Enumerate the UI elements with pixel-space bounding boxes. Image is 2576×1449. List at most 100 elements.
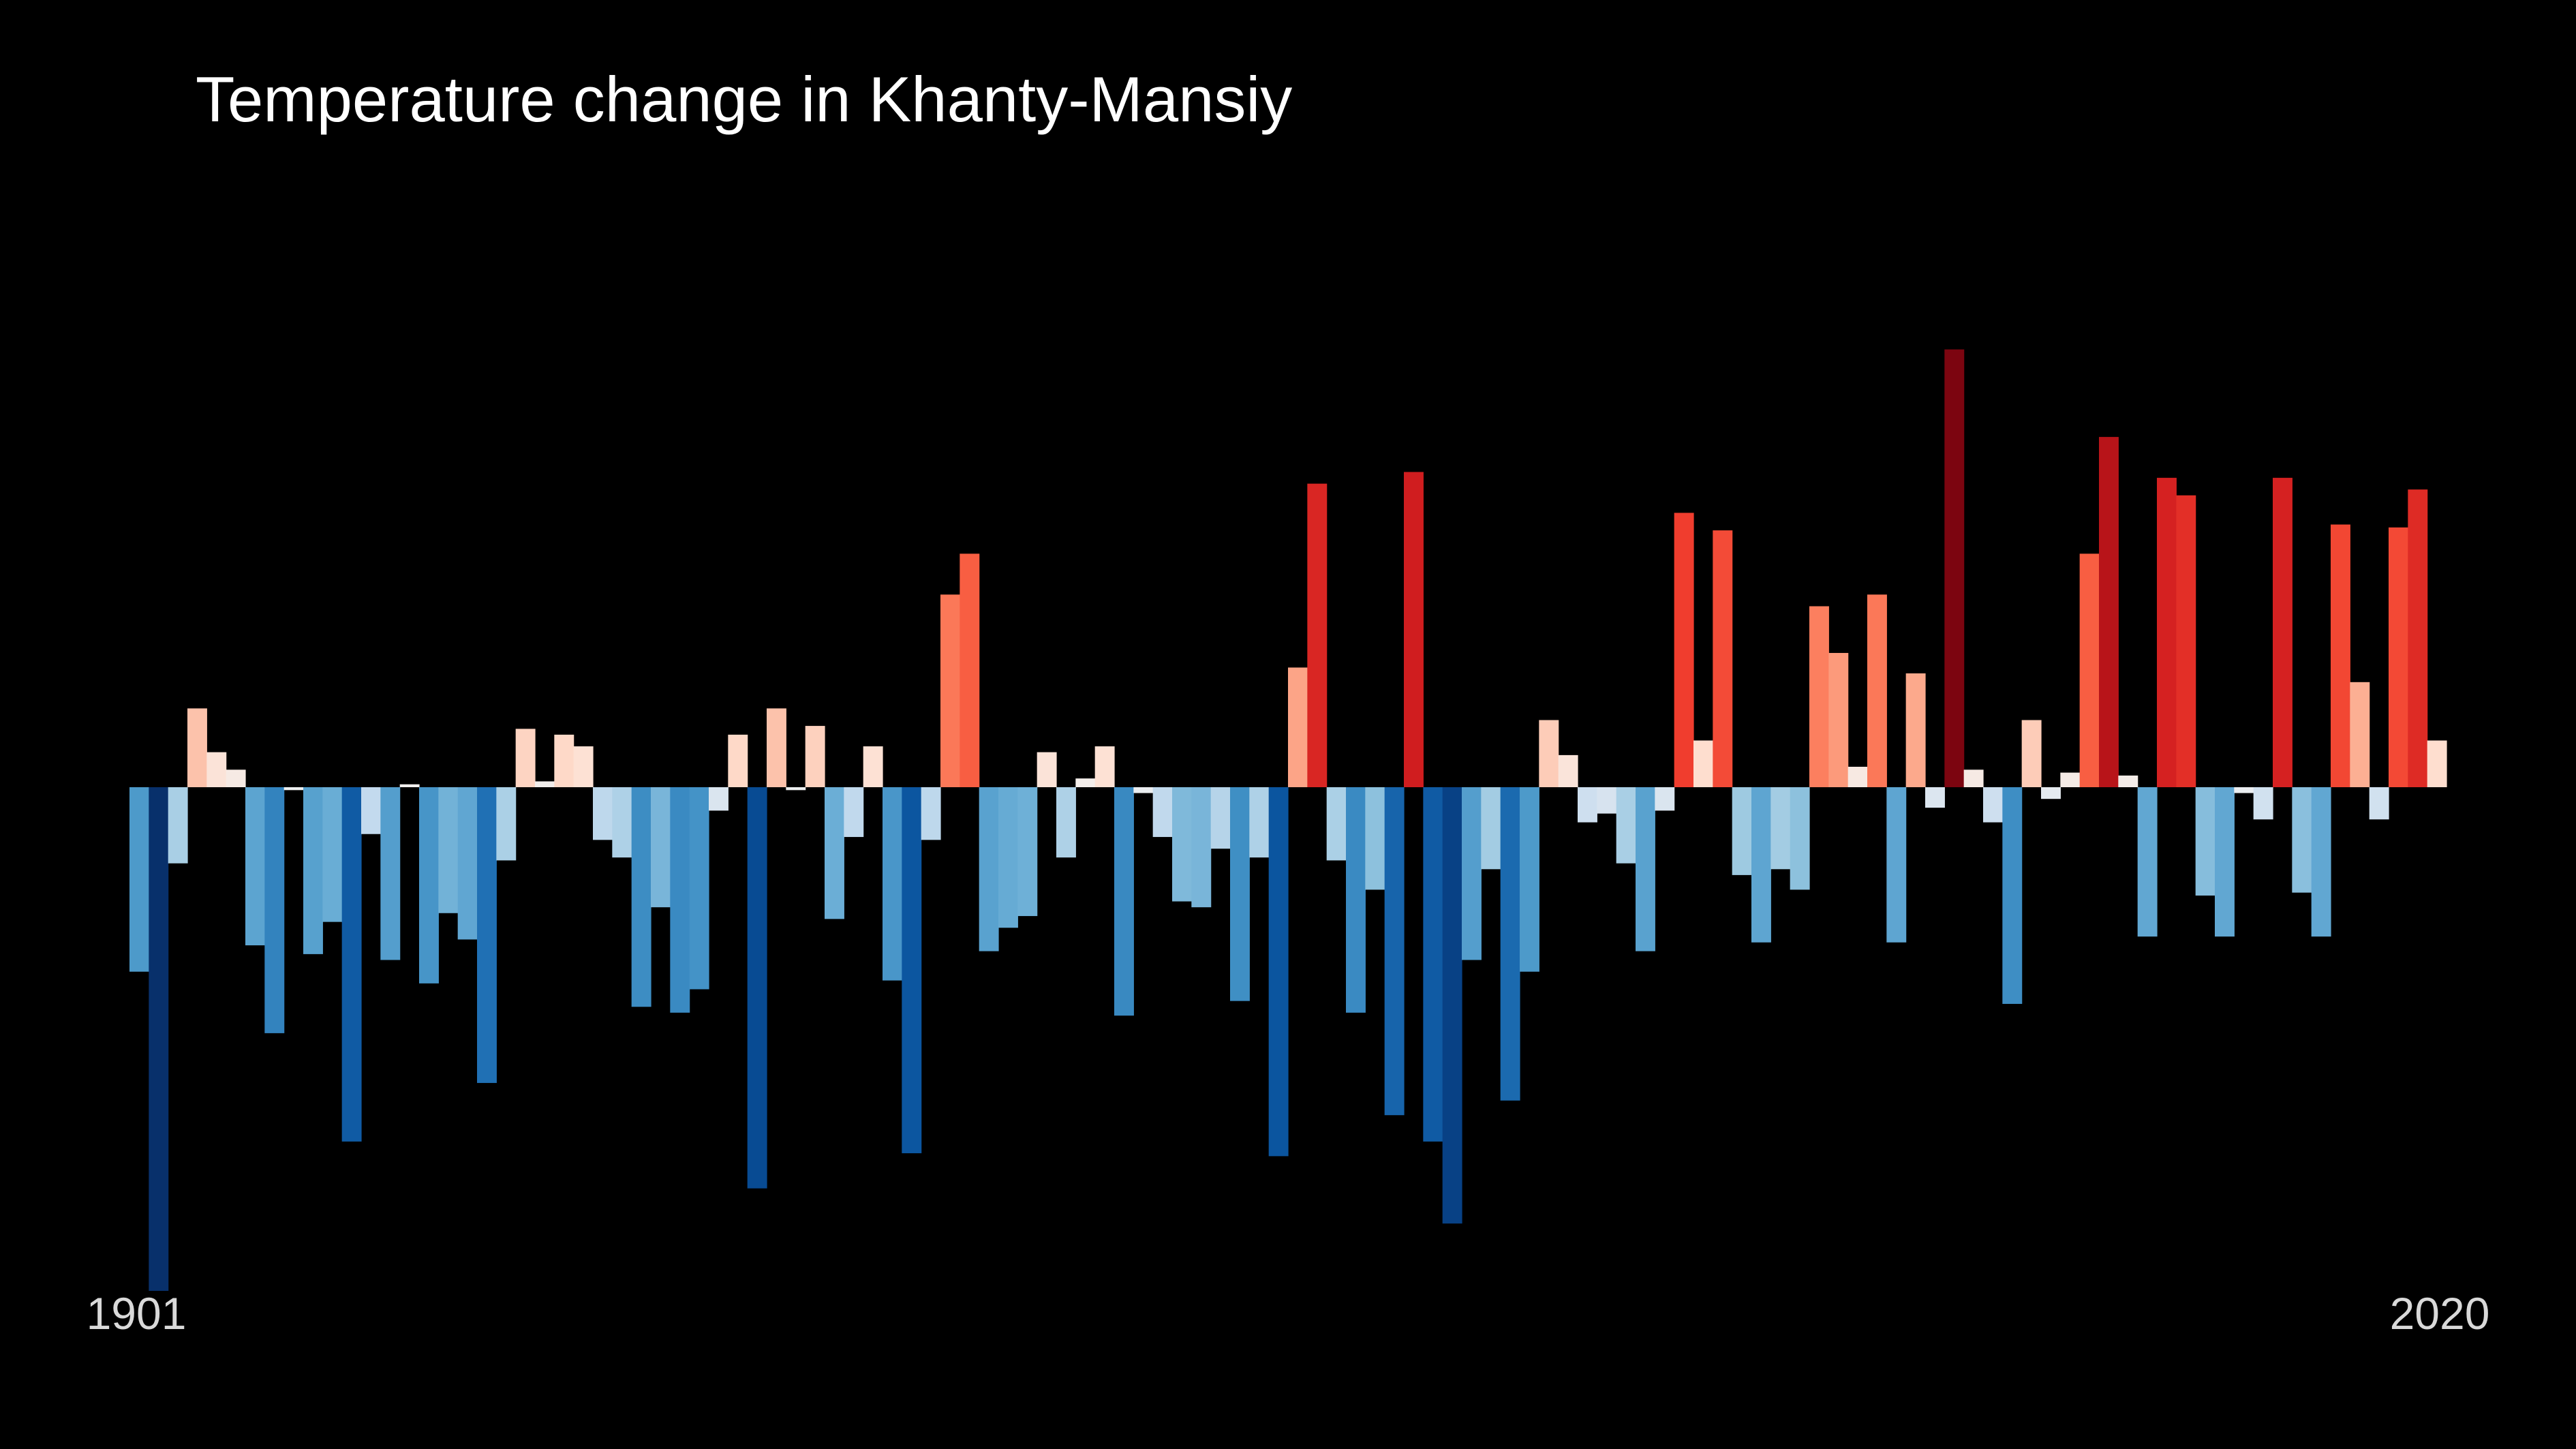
bar-1957 xyxy=(1210,787,1231,849)
bar-1943 xyxy=(940,594,960,787)
bar-2001 xyxy=(2060,772,2081,787)
bar-1996 xyxy=(1963,769,1984,787)
bar-1924 xyxy=(573,746,594,787)
bar-2004 xyxy=(2118,775,2138,787)
bar-series xyxy=(129,349,2447,1291)
bar-1967 xyxy=(1404,472,1424,787)
bar-1969 xyxy=(1442,787,1462,1224)
bar-1915 xyxy=(399,784,420,787)
bar-1945 xyxy=(979,787,999,951)
bar-1983 xyxy=(1713,530,1733,787)
bar-1990 xyxy=(1847,767,1868,787)
bar-1965 xyxy=(1365,787,1385,890)
bar-2020 xyxy=(2427,740,2447,787)
bar-2017 xyxy=(2369,787,2389,820)
bar-1961 xyxy=(1288,667,1308,787)
bar-1932 xyxy=(728,734,748,787)
bar-2012 xyxy=(2273,478,2293,787)
bar-2010 xyxy=(2234,787,2254,793)
bar-1955 xyxy=(1172,787,1192,902)
bar-1975 xyxy=(1558,754,1578,787)
bar-1987 xyxy=(1790,787,1810,890)
bar-1985 xyxy=(1751,787,1771,943)
bar-1947 xyxy=(1017,787,1038,917)
bar-2005 xyxy=(2137,787,2158,937)
bar-1911 xyxy=(322,787,343,922)
bar-2009 xyxy=(2215,787,2235,937)
bar-1923 xyxy=(554,734,574,787)
bar-2006 xyxy=(2157,478,2177,787)
bar-1979 xyxy=(1636,787,1655,951)
bar-1949 xyxy=(1056,787,1076,858)
bar-1989 xyxy=(1828,653,1849,787)
bar-1950 xyxy=(1075,778,1096,787)
bar-2018 xyxy=(2389,527,2408,787)
bar-1995 xyxy=(1944,349,1965,787)
bar-1978 xyxy=(1616,787,1636,864)
bar-1929 xyxy=(670,787,690,1013)
bar-1959 xyxy=(1249,787,1270,858)
bar-1981 xyxy=(1674,513,1694,787)
bar-1931 xyxy=(709,787,729,811)
bar-2000 xyxy=(2041,787,2061,799)
bar-1906 xyxy=(226,769,246,787)
bar-1939 xyxy=(863,746,883,787)
bar-1933 xyxy=(747,787,767,1189)
bar-1904 xyxy=(187,708,207,788)
bar-1984 xyxy=(1732,787,1752,875)
bar-1994 xyxy=(1925,787,1945,808)
bar-1902 xyxy=(149,787,169,1291)
bar-1948 xyxy=(1037,752,1057,787)
bar-1912 xyxy=(341,787,362,1142)
bar-1913 xyxy=(361,787,381,834)
bar-1956 xyxy=(1191,787,1212,908)
bar-1999 xyxy=(2021,720,2042,787)
bar-1980 xyxy=(1655,787,1675,811)
bar-1937 xyxy=(825,787,844,919)
x-axis-end-year-label: 2020 xyxy=(2390,1288,2490,1339)
bar-1935 xyxy=(786,787,806,791)
bar-1916 xyxy=(419,787,439,983)
bar-1941 xyxy=(902,787,922,1154)
bar-2014 xyxy=(2311,787,2331,937)
bar-2013 xyxy=(2292,787,2312,893)
bar-1977 xyxy=(1597,787,1617,814)
x-axis-start-year-label: 1901 xyxy=(87,1288,187,1339)
bar-1901 xyxy=(129,787,149,972)
bar-2007 xyxy=(2176,495,2196,787)
chart-title: Temperature change in Khanty-Mansiy xyxy=(196,63,1292,135)
bar-2003 xyxy=(2099,437,2119,787)
bar-1940 xyxy=(883,787,902,981)
bar-1917 xyxy=(438,787,459,913)
bar-1972 xyxy=(1500,787,1520,1101)
bar-1925 xyxy=(593,787,613,840)
bar-1974 xyxy=(1539,720,1559,787)
bar-1938 xyxy=(844,787,864,838)
bar-1918 xyxy=(457,787,478,940)
bar-1910 xyxy=(303,787,323,954)
bar-1927 xyxy=(631,787,651,1007)
bar-1988 xyxy=(1809,606,1829,787)
bar-1928 xyxy=(651,787,671,908)
bar-2008 xyxy=(2195,787,2215,896)
bar-1998 xyxy=(2002,787,2023,1004)
bar-1982 xyxy=(1693,740,1713,787)
bar-1930 xyxy=(689,787,709,990)
bar-1942 xyxy=(921,787,941,840)
bar-1952 xyxy=(1114,787,1134,1016)
bar-2015 xyxy=(2331,524,2350,787)
bar-1973 xyxy=(1520,787,1539,972)
bar-2016 xyxy=(2350,682,2370,787)
bar-1960 xyxy=(1268,787,1289,1157)
bar-1903 xyxy=(168,787,188,864)
bar-1954 xyxy=(1152,787,1173,838)
bar-1964 xyxy=(1346,787,1366,1013)
bar-1921 xyxy=(515,729,536,787)
bar-1951 xyxy=(1094,746,1115,787)
bar-1992 xyxy=(1886,787,1907,943)
bar-1958 xyxy=(1230,787,1250,1001)
bar-1914 xyxy=(380,787,401,960)
bar-1962 xyxy=(1307,483,1328,787)
bar-1971 xyxy=(1481,787,1501,870)
